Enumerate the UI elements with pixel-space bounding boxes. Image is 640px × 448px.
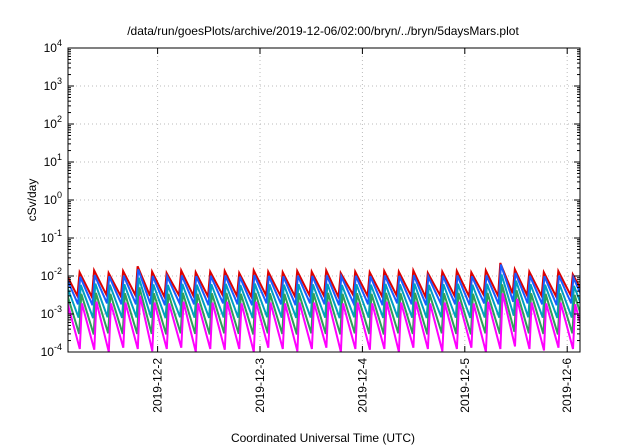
x-tick-label: 2019-12-5 (458, 358, 472, 413)
y-tick-label: 10-4 (41, 342, 62, 359)
series-line (68, 262, 580, 301)
y-axis: 10-4 10-3 10-2 10-1 100 101 102 103 104 (41, 38, 580, 359)
x-axis: 2019-12-2 2019-12-3 2019-12-4 2019-12-5 2019… (151, 48, 574, 413)
y-tick-label: 104 (44, 38, 62, 55)
x-tick-label: 2019-12-4 (355, 358, 369, 413)
y-tick-label: 10-2 (41, 266, 62, 283)
y-tick-label: 100 (44, 190, 62, 207)
x-axis-label: Coordinated Universal Time (UTC) (231, 431, 415, 445)
series-line (68, 293, 580, 352)
series-group (68, 262, 580, 352)
y-axis-label: cSv/day (25, 179, 39, 222)
x-tick-label: 2019-12-2 (151, 358, 165, 413)
y-tick-label: 101 (44, 152, 62, 169)
x-tick-label: 2019-12-6 (560, 358, 574, 413)
series-line (68, 274, 580, 319)
y-tick-label: 10-1 (41, 228, 62, 245)
x-tick-label: 2019-12-3 (253, 358, 267, 413)
series-line (68, 284, 580, 335)
y-tick-label: 102 (44, 114, 62, 131)
y-tick-label: 103 (44, 76, 62, 93)
y-tick-label: 10-3 (41, 304, 62, 321)
series-line (68, 264, 580, 308)
chart-title: /data/run/goesPlots/archive/2019-12-06/0… (127, 24, 519, 38)
